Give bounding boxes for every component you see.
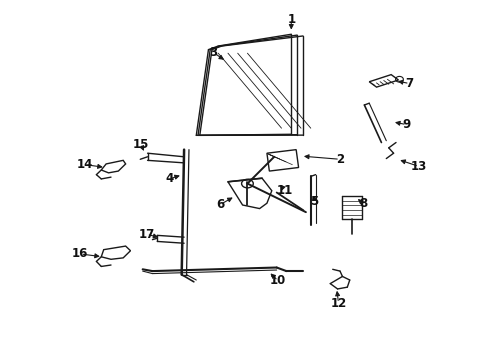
- Text: 14: 14: [77, 158, 94, 171]
- Text: 16: 16: [72, 247, 89, 260]
- Text: 10: 10: [270, 274, 286, 287]
- Text: 11: 11: [277, 184, 293, 197]
- Text: 15: 15: [133, 139, 149, 152]
- Text: 7: 7: [406, 77, 414, 90]
- Text: 6: 6: [217, 198, 225, 211]
- Text: 5: 5: [311, 195, 319, 208]
- Text: 1: 1: [287, 13, 295, 26]
- Text: 3: 3: [209, 46, 218, 59]
- Text: 4: 4: [165, 172, 173, 185]
- Text: 17: 17: [139, 228, 155, 241]
- Text: 2: 2: [336, 153, 344, 166]
- Text: 9: 9: [403, 118, 411, 131]
- Text: 13: 13: [411, 160, 427, 173]
- Text: 12: 12: [330, 297, 346, 310]
- Text: 8: 8: [359, 197, 367, 210]
